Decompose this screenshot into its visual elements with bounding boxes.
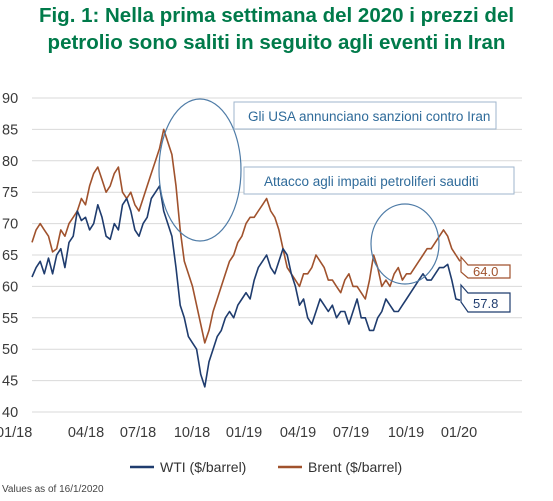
x-axis: 01/18 04/18 07/18 10/18 01/19 04/19 07/19 10/19… [0, 425, 477, 441]
brent-end-value: 64.0 [473, 264, 498, 279]
callouts: Gli USA annunciano sanzioni contro Iran A… [158, 98, 515, 285]
wti-end-value: 57.8 [473, 296, 498, 311]
x-tick-label: 01/18 [0, 425, 32, 441]
y-tick-label: 50 [2, 342, 18, 358]
y-tick-label: 90 [2, 91, 18, 107]
y-tick-label: 70 [2, 217, 18, 233]
legend: WTI ($/barrel) Brent ($/barrel) [130, 459, 402, 475]
y-tick-label: 65 [2, 248, 18, 264]
series-lines [31, 128, 461, 388]
y-axis: 40 45 50 55 60 65 70 75 80 85 90 [2, 91, 18, 421]
x-tick-label: 10/19 [388, 425, 424, 441]
x-tick-label: 07/18 [120, 425, 156, 441]
x-tick-label: 04/19 [280, 425, 316, 441]
x-tick-label: 07/19 [333, 425, 369, 441]
y-tick-label: 55 [2, 311, 18, 327]
callout-ellipse [370, 203, 440, 285]
callout-box [243, 166, 515, 195]
chart-title-line-1: Fig. 1: Nella prima settimana del 2020 i… [38, 4, 515, 27]
legend-label: WTI ($/barrel) [160, 459, 246, 475]
y-tick-label: 60 [2, 279, 18, 295]
x-tick-label: 10/18 [174, 425, 210, 441]
callout-ellipse [158, 98, 242, 242]
end-value-labels: 64.0 57.8 [460, 255, 511, 313]
x-tick-label: 04/18 [68, 425, 104, 441]
x-tick-label: 01/20 [441, 425, 477, 441]
series-line [31, 185, 461, 388]
chart-title-line-2: petrolio sono saliti in seguito agli eve… [47, 31, 506, 54]
brent-end-box [460, 255, 511, 279]
series-line [31, 128, 461, 344]
y-tick-label: 45 [2, 374, 18, 390]
wti-end-box [460, 283, 511, 313]
y-tick-label: 85 [2, 122, 18, 138]
x-tick-label: 01/19 [226, 425, 262, 441]
callout-box [233, 101, 497, 130]
annotation-attack: Attacco agli impaiti petroliferi sauditi [264, 174, 479, 189]
chart-title: Fig. 1: Nella prima settimana del 2020 i… [0, 2, 553, 56]
y-tick-label: 40 [2, 405, 18, 421]
legend-label: Brent ($/barrel) [308, 459, 402, 475]
annotation-sanctions: Gli USA annunciano sanzioni contro Iran [248, 109, 490, 124]
values-as-of-note: Values as of 16/1/2020 [2, 484, 104, 495]
grid [32, 97, 522, 413]
y-tick-label: 80 [2, 154, 18, 170]
y-tick-label: 75 [2, 185, 18, 201]
